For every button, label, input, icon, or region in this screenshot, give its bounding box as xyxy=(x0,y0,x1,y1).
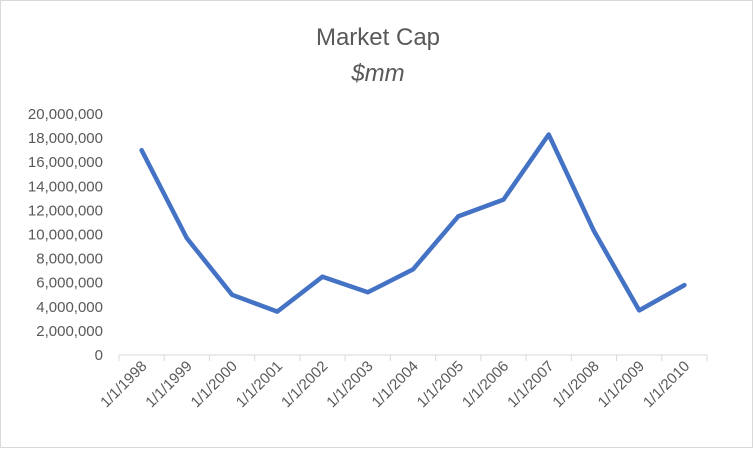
y-tick-label: 8,000,000 xyxy=(36,251,103,268)
chart-title: Market Cap xyxy=(316,24,440,51)
data-point xyxy=(458,216,459,217)
data-point xyxy=(639,310,640,311)
x-tick-label: 1/1/2006 xyxy=(459,358,512,411)
x-axis xyxy=(118,354,708,361)
x-axis-labels: 1/1/19981/1/19991/1/20001/1/20011/1/2002… xyxy=(97,358,693,411)
x-tick-label: 1/1/1998 xyxy=(97,358,150,411)
x-tick-label: 1/1/2005 xyxy=(414,358,467,411)
y-tick-label: 4,000,000 xyxy=(36,299,103,316)
x-tick-label: 1/1/2002 xyxy=(278,358,331,411)
data-point xyxy=(503,199,504,200)
x-tick-label: 1/1/2010 xyxy=(640,358,693,411)
y-tick-label: 20,000,000 xyxy=(28,106,103,123)
chart-subtitle: $mm xyxy=(350,60,404,87)
data-point xyxy=(232,294,233,295)
y-tick-label: 0 xyxy=(95,347,103,364)
y-axis-labels: 0 2,000,000 4,000,000 6,000,000 8,000,000 10,… xyxy=(28,106,103,364)
series-line xyxy=(139,132,687,314)
data-point xyxy=(322,276,323,277)
series-group xyxy=(139,132,687,314)
x-tick-label: 1/1/2004 xyxy=(369,358,422,411)
data-point xyxy=(548,134,549,135)
x-tick-label: 1/1/2007 xyxy=(504,358,557,411)
x-tick-label: 1/1/2009 xyxy=(595,358,648,411)
x-tick-label: 1/1/1999 xyxy=(142,358,195,411)
y-tick-label: 12,000,000 xyxy=(28,202,103,219)
y-tick-label: 6,000,000 xyxy=(36,275,103,292)
data-point xyxy=(141,150,142,151)
data-point xyxy=(277,311,278,312)
data-point xyxy=(413,269,414,270)
data-point xyxy=(367,292,368,293)
x-tick-label: 1/1/2008 xyxy=(549,358,602,411)
x-tick-label: 1/1/2001 xyxy=(233,358,286,411)
y-tick-label: 2,000,000 xyxy=(36,323,103,340)
x-tick-label: 1/1/2003 xyxy=(323,358,376,411)
y-tick-label: 14,000,000 xyxy=(28,178,103,195)
y-tick-label: 16,000,000 xyxy=(28,154,103,171)
data-point xyxy=(186,238,187,239)
y-tick-label: 18,000,000 xyxy=(28,130,103,147)
x-tick-label: 1/1/2000 xyxy=(188,358,241,411)
data-point xyxy=(593,230,594,231)
y-tick-label: 10,000,000 xyxy=(28,227,103,244)
data-point xyxy=(684,285,685,286)
